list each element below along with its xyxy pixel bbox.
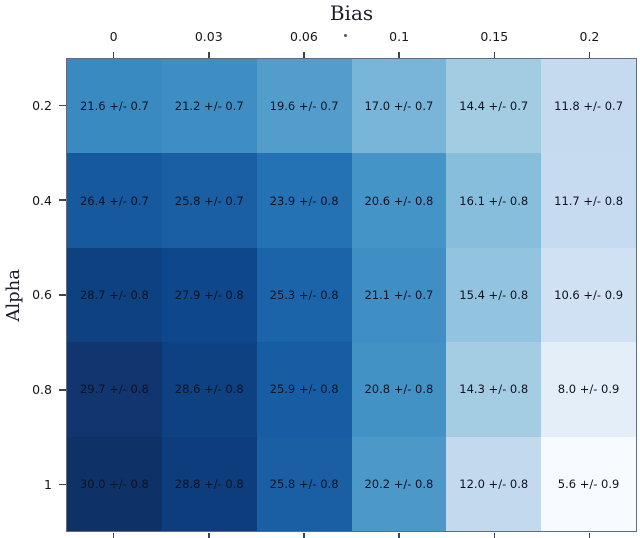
heatmap-cell: 17.0 +/- 0.7 — [351, 59, 447, 154]
x-axis-tick-labels: 0 0.03 0.06 0.1 0.15 0.2 — [66, 27, 637, 44]
y-tick-mark — [59, 294, 66, 296]
heatmap-cell: 21.2 +/- 0.7 — [161, 59, 257, 154]
heatmap-cell: 14.3 +/- 0.8 — [446, 342, 542, 437]
x-tick-label: 0.15 — [480, 29, 509, 44]
x-tick-mark — [493, 533, 496, 538]
y-tick-label: 0.6 — [32, 287, 52, 303]
y-tick-slot — [59, 58, 66, 153]
x-tick-label: 0.2 — [579, 29, 600, 44]
x-tick-mark — [588, 52, 591, 58]
y-tick-label: 0.2 — [32, 97, 52, 113]
heatmap-cell: 28.7 +/- 0.8 — [67, 247, 162, 343]
x-tick-slot — [256, 52, 351, 58]
heatmap-cell: 20.8 +/- 0.8 — [351, 342, 447, 437]
x-tick-slot — [66, 52, 161, 58]
y-tick-mark — [59, 104, 66, 107]
heatmap-cell: 10.6 +/- 0.9 — [541, 247, 636, 343]
heatmap-cell: 11.7 +/- 0.8 — [541, 153, 636, 248]
heatmap-cell: 12.0 +/- 0.8 — [446, 436, 542, 531]
x-tick-mark — [303, 52, 305, 58]
heatmap-cell: 20.6 +/- 0.8 — [351, 153, 447, 248]
x-tick-mark — [493, 52, 496, 58]
x-tick-label: 0.03 — [194, 29, 223, 44]
y-axis-tick-labels: 0.2 0.4 0.6 0.8 1 — [0, 58, 55, 532]
y-tick-mark — [59, 483, 66, 486]
x-tick-slot — [161, 533, 256, 538]
heatmap-cell: 29.7 +/- 0.8 — [67, 342, 162, 437]
x-tick-mark — [208, 52, 210, 58]
heatmap-cell: 25.8 +/- 0.8 — [256, 436, 352, 531]
x-tick-slot — [256, 533, 351, 538]
x-tick-mark — [112, 533, 115, 538]
heatmap-cell: 8.0 +/- 0.9 — [541, 342, 636, 437]
x-tick-slot — [352, 533, 447, 538]
heatmap-grid: 21.6 +/- 0.7 21.2 +/- 0.7 19.6 +/- 0.7 17.0… — [66, 58, 637, 532]
y-tick-label: 1 — [44, 477, 52, 493]
heatmap-cell: 28.8 +/- 0.8 — [161, 436, 257, 531]
heatmap-cell: 26.4 +/- 0.7 — [67, 153, 162, 248]
heatmap-cell: 25.9 +/- 0.8 — [256, 342, 352, 437]
x-tick-slot — [447, 52, 542, 58]
x-tick-label: 0.1 — [389, 29, 410, 44]
x-tick-slot — [447, 533, 542, 538]
y-tick-mark — [59, 199, 66, 201]
heatmap-cell: 28.6 +/- 0.8 — [161, 342, 257, 437]
x-tick-mark — [112, 52, 115, 58]
heatmap-cell: 21.6 +/- 0.7 — [67, 59, 162, 154]
x-tick-slot — [66, 533, 161, 538]
x-tick-label: 0 — [109, 29, 118, 44]
x-tick-mark — [303, 533, 305, 538]
x-tick-mark — [398, 533, 400, 538]
x-tick-mark — [398, 52, 400, 58]
y-tick-label: 0.4 — [32, 192, 52, 208]
heatmap-cell: 20.2 +/- 0.8 — [351, 436, 447, 531]
heatmap-cell: 27.9 +/- 0.8 — [161, 247, 257, 343]
heatmap-cell: 5.6 +/- 0.9 — [541, 436, 636, 531]
x-axis-tick-marks-bottom — [66, 533, 637, 538]
y-axis-tick-marks — [59, 58, 66, 532]
heatmap-cell: 19.6 +/- 0.7 — [256, 59, 352, 154]
heatmap-cell: 23.9 +/- 0.8 — [256, 153, 352, 248]
x-tick-slot — [161, 52, 256, 58]
x-axis-title: Bias — [329, 1, 374, 25]
speck-artifact — [344, 34, 347, 37]
y-tick-slot — [59, 248, 66, 343]
x-tick-label: 0.06 — [290, 29, 318, 44]
heatmap-cell: 30.0 +/- 0.8 — [67, 436, 162, 531]
heatmap-cell: 25.3 +/- 0.8 — [256, 247, 352, 343]
heatmap-cell: 14.4 +/- 0.7 — [446, 59, 542, 154]
x-tick-slot — [542, 52, 637, 58]
heatmap-cell: 21.1 +/- 0.7 — [351, 247, 447, 343]
heatmap-cell: 11.8 +/- 0.7 — [541, 59, 636, 154]
y-tick-slot — [59, 342, 66, 437]
heatmap-cell: 15.4 +/- 0.8 — [446, 247, 542, 343]
x-tick-mark — [208, 533, 210, 538]
y-tick-mark — [59, 389, 66, 391]
y-tick-slot — [59, 437, 66, 532]
x-axis-tick-marks-top — [66, 52, 637, 58]
heatmap-cell: 25.8 +/- 0.7 — [161, 153, 257, 248]
heatmap-cell: 16.1 +/- 0.8 — [446, 153, 542, 248]
x-tick-slot — [542, 533, 637, 538]
x-tick-mark — [588, 533, 591, 538]
x-tick-slot — [352, 52, 447, 58]
y-tick-slot — [59, 153, 66, 248]
y-tick-label: 0.8 — [32, 382, 52, 398]
